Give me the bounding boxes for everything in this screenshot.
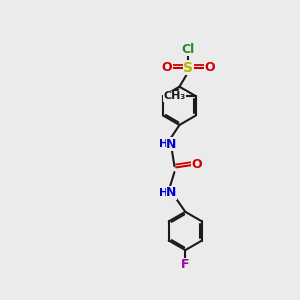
Text: CH₃: CH₃ <box>164 91 186 101</box>
Text: O: O <box>162 61 172 74</box>
Text: O: O <box>191 158 202 171</box>
Text: O: O <box>204 61 215 74</box>
Text: H: H <box>159 139 168 149</box>
Text: F: F <box>181 258 190 271</box>
Text: N: N <box>166 186 177 199</box>
Text: S: S <box>183 61 193 75</box>
Text: N: N <box>166 138 177 151</box>
Text: Cl: Cl <box>182 43 195 56</box>
Text: H: H <box>159 188 168 198</box>
